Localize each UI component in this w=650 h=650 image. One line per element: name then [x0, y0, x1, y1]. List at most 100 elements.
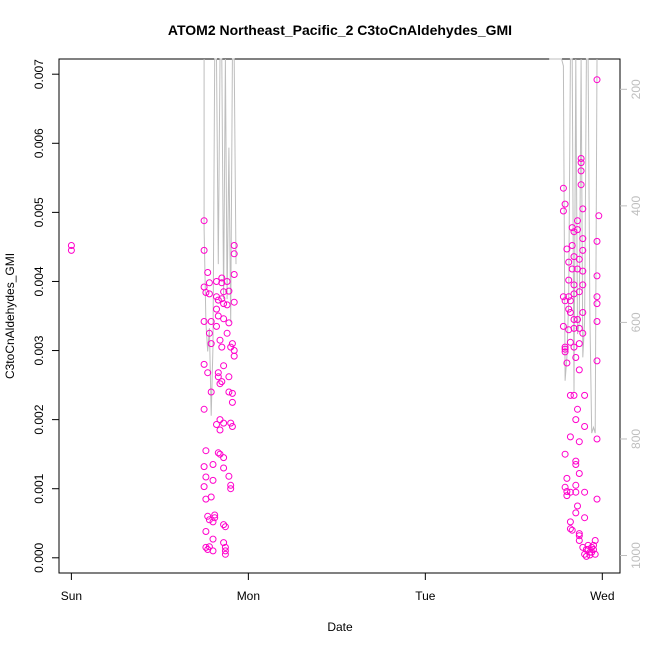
data-point	[214, 312, 222, 320]
data-point	[566, 518, 574, 526]
data-point	[559, 322, 567, 330]
data-point	[205, 279, 213, 287]
data-point	[581, 488, 589, 496]
data-point	[593, 272, 601, 280]
data-point	[216, 450, 224, 458]
data-point	[563, 245, 571, 253]
data-point	[221, 550, 229, 558]
data-point	[593, 293, 601, 301]
data-point	[572, 488, 580, 496]
data-point	[574, 226, 581, 234]
data-point	[216, 380, 224, 388]
data-point	[575, 255, 583, 263]
data-point	[220, 539, 228, 547]
data-point	[207, 340, 215, 348]
data-point	[575, 530, 583, 538]
data-point	[214, 369, 222, 377]
right-tick-label: 600	[629, 312, 643, 332]
data-point	[588, 543, 596, 551]
y-tick-label: 0.003	[32, 335, 46, 365]
data-point	[221, 547, 229, 555]
data-point	[593, 495, 601, 503]
data-point	[593, 300, 601, 308]
data-point	[202, 528, 210, 535]
data-point	[220, 521, 228, 529]
data-point	[575, 532, 583, 540]
data-point	[214, 296, 222, 304]
data-point	[579, 205, 587, 213]
data-point	[221, 523, 229, 531]
data-point	[228, 389, 236, 397]
data-point	[575, 438, 583, 446]
data-point	[218, 295, 226, 303]
data-point	[225, 388, 233, 396]
data-point	[566, 309, 574, 316]
y-tick-label: 0.004	[32, 266, 46, 296]
x-tick-label: Sun	[61, 589, 82, 603]
data-point	[566, 391, 574, 399]
data-point	[565, 276, 573, 284]
right-tick-label: 800	[629, 429, 643, 449]
data-point	[591, 537, 599, 544]
data-point	[579, 309, 587, 316]
data-point	[568, 265, 576, 273]
data-point	[572, 457, 580, 465]
data-point	[563, 492, 571, 500]
data-point	[230, 347, 238, 354]
right-tick-label: 200	[629, 79, 643, 99]
data-point	[577, 159, 585, 167]
data-point	[572, 481, 580, 489]
data-point	[205, 290, 213, 298]
data-point	[213, 322, 220, 330]
data-point	[559, 207, 567, 215]
data-point	[566, 433, 574, 441]
data-point	[220, 315, 228, 323]
data-point	[200, 318, 208, 325]
data-point	[593, 76, 601, 84]
data-point	[209, 518, 217, 526]
data-point	[561, 348, 569, 356]
data-point	[579, 246, 587, 254]
data-point	[225, 287, 233, 295]
data-point	[225, 472, 233, 480]
data-point	[575, 366, 583, 374]
data-point	[209, 461, 217, 468]
data-point	[218, 274, 226, 282]
data-point	[590, 541, 597, 549]
data-point	[202, 543, 210, 551]
data-point	[572, 509, 580, 517]
data-point	[577, 181, 585, 189]
data-point	[565, 305, 573, 313]
y-tick-label: 0.007	[32, 59, 46, 89]
data-point	[223, 278, 231, 285]
data-point	[221, 543, 229, 551]
data-point	[559, 293, 567, 301]
data-point	[218, 378, 226, 386]
data-point	[584, 541, 592, 549]
data-point	[207, 493, 215, 501]
data-point	[204, 269, 212, 276]
data-point	[563, 488, 571, 495]
data-point	[228, 340, 236, 348]
data-point	[200, 463, 208, 471]
pressure-line	[203, 58, 237, 416]
x-tick-label: Mon	[237, 589, 260, 603]
data-point	[565, 258, 573, 266]
data-point	[216, 426, 224, 434]
y-tick-label: 0.000	[32, 542, 46, 572]
y-tick-label: 0.002	[32, 404, 46, 434]
data-point	[227, 419, 235, 427]
data-point	[228, 423, 236, 430]
data-point	[566, 525, 574, 533]
data-point	[223, 329, 231, 337]
data-point	[561, 483, 569, 491]
data-point	[593, 237, 601, 245]
data-point	[230, 250, 238, 258]
data-point	[581, 391, 589, 399]
data-point	[579, 267, 587, 275]
y-tick-label: 0.001	[32, 473, 46, 503]
data-point	[566, 338, 574, 346]
data-point	[230, 242, 238, 249]
data-point	[572, 416, 580, 424]
